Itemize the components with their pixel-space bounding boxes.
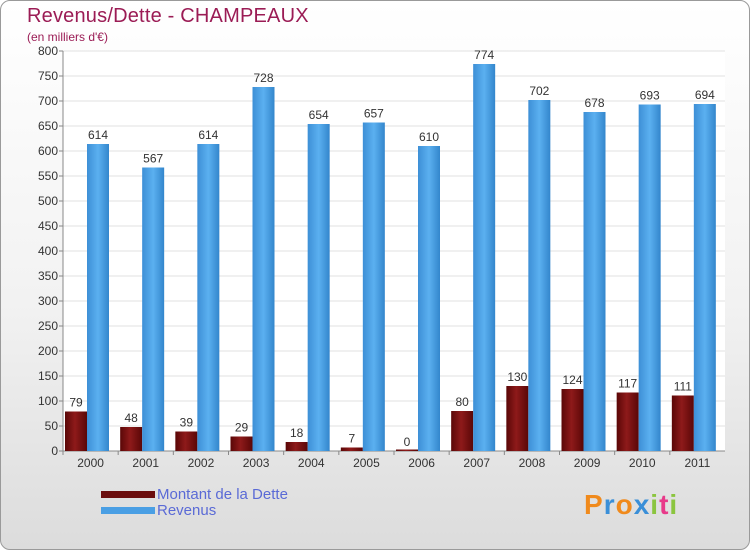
bar-dette [230,436,253,451]
logo-letter: r [603,489,616,520]
legend-swatch-dette [101,491,155,498]
legend-swatch-revenus [101,507,155,514]
bar-dette [65,411,87,451]
x-tick-label: 2008 [519,456,546,470]
data-label-dette: 29 [235,421,249,435]
x-tick-label: 2009 [574,456,601,470]
data-label-revenus: 694 [695,88,715,102]
bar-dette [340,447,363,451]
data-label-dette: 80 [455,395,469,409]
data-label-revenus: 654 [309,108,329,122]
bar-dette [175,431,198,451]
data-label-dette: 18 [290,426,304,440]
data-label-dette: 0 [404,435,411,449]
data-label-dette: 130 [507,370,527,384]
data-label-dette: 111 [674,380,693,394]
data-label-dette: 48 [124,411,138,425]
y-tick-label: 550 [38,169,58,183]
data-label-revenus: 614 [88,128,108,142]
data-label-dette: 39 [180,416,194,430]
bar-revenus [197,144,220,451]
data-label-revenus: 567 [143,152,163,166]
y-tick-label: 600 [38,144,58,158]
x-tick-label: 2002 [188,456,215,470]
y-tick-label: 0 [51,444,58,458]
data-label-dette: 117 [618,377,637,391]
data-label-revenus: 614 [198,128,218,142]
logo-letter: P [584,489,604,520]
chart-title: Revenus/Dette - CHAMPEAUX [27,5,309,27]
y-tick-label: 750 [38,69,58,83]
data-label-revenus: 693 [640,89,660,103]
x-tick-label: 2005 [353,456,380,470]
logo-letter: t [659,489,670,520]
legend-label-revenus: Revenus [157,502,217,519]
bar-revenus [418,146,440,451]
y-tick-label: 350 [38,269,58,283]
logo-letter: o [615,489,634,520]
x-tick-label: 2011 [685,456,711,470]
bar-dette [120,427,143,451]
bar-revenus [693,104,716,451]
proxiti-logo: Proxiti [584,489,678,521]
data-label-revenus: 728 [253,71,273,85]
y-tick-label: 700 [38,94,58,108]
bar-dette [506,386,529,451]
legend-label-dette: Montant de la Dette [157,486,288,503]
bar-dette [396,449,418,451]
bar-revenus [362,122,385,451]
bar-dette [451,411,474,451]
y-tick-label: 450 [38,219,58,233]
y-tick-label: 800 [38,44,58,58]
logo-letter: x [633,489,651,520]
bar-revenus [307,124,330,451]
y-tick-label: 250 [38,319,58,333]
data-label-revenus: 610 [419,130,439,144]
bar-dette [285,442,308,451]
data-label-revenus: 678 [584,96,604,110]
data-label-revenus: 657 [364,107,384,121]
y-tick-label: 300 [38,294,58,308]
y-tick-label: 500 [38,194,58,208]
data-label-revenus: 702 [529,84,549,98]
bar-revenus [142,167,165,451]
y-tick-label: 100 [38,394,58,408]
x-tick-label: 2004 [298,456,325,470]
x-tick-label: 2006 [408,456,435,470]
x-tick-label: 2001 [132,456,159,470]
y-tick-label: 150 [38,369,58,383]
chart-unit-subtitle: (en milliers d'€) [27,30,108,44]
y-tick-label: 200 [38,344,58,358]
logo-letter: i [669,489,679,520]
bar-revenus [583,112,606,451]
data-label-dette: 7 [348,432,355,446]
bar-dette [561,389,584,451]
bar-dette [671,395,694,451]
data-label-revenus: 774 [474,48,494,62]
y-tick-label: 400 [38,244,58,258]
bar-dette [616,392,639,451]
y-tick-label: 50 [45,419,59,433]
bar-revenus [473,64,496,451]
bar-revenus [87,144,109,451]
logo-letter: i [650,489,660,520]
y-tick-label: 650 [38,119,58,133]
x-tick-label: 2007 [463,456,490,470]
x-tick-label: 2010 [629,456,656,470]
x-tick-label: 2003 [243,456,270,470]
bar-revenus [528,100,551,451]
bar-revenus [638,104,661,451]
bar-revenus [252,87,275,451]
data-label-dette: 79 [69,396,83,410]
x-tick-label: 2000 [77,456,104,470]
data-label-dette: 124 [562,373,582,387]
